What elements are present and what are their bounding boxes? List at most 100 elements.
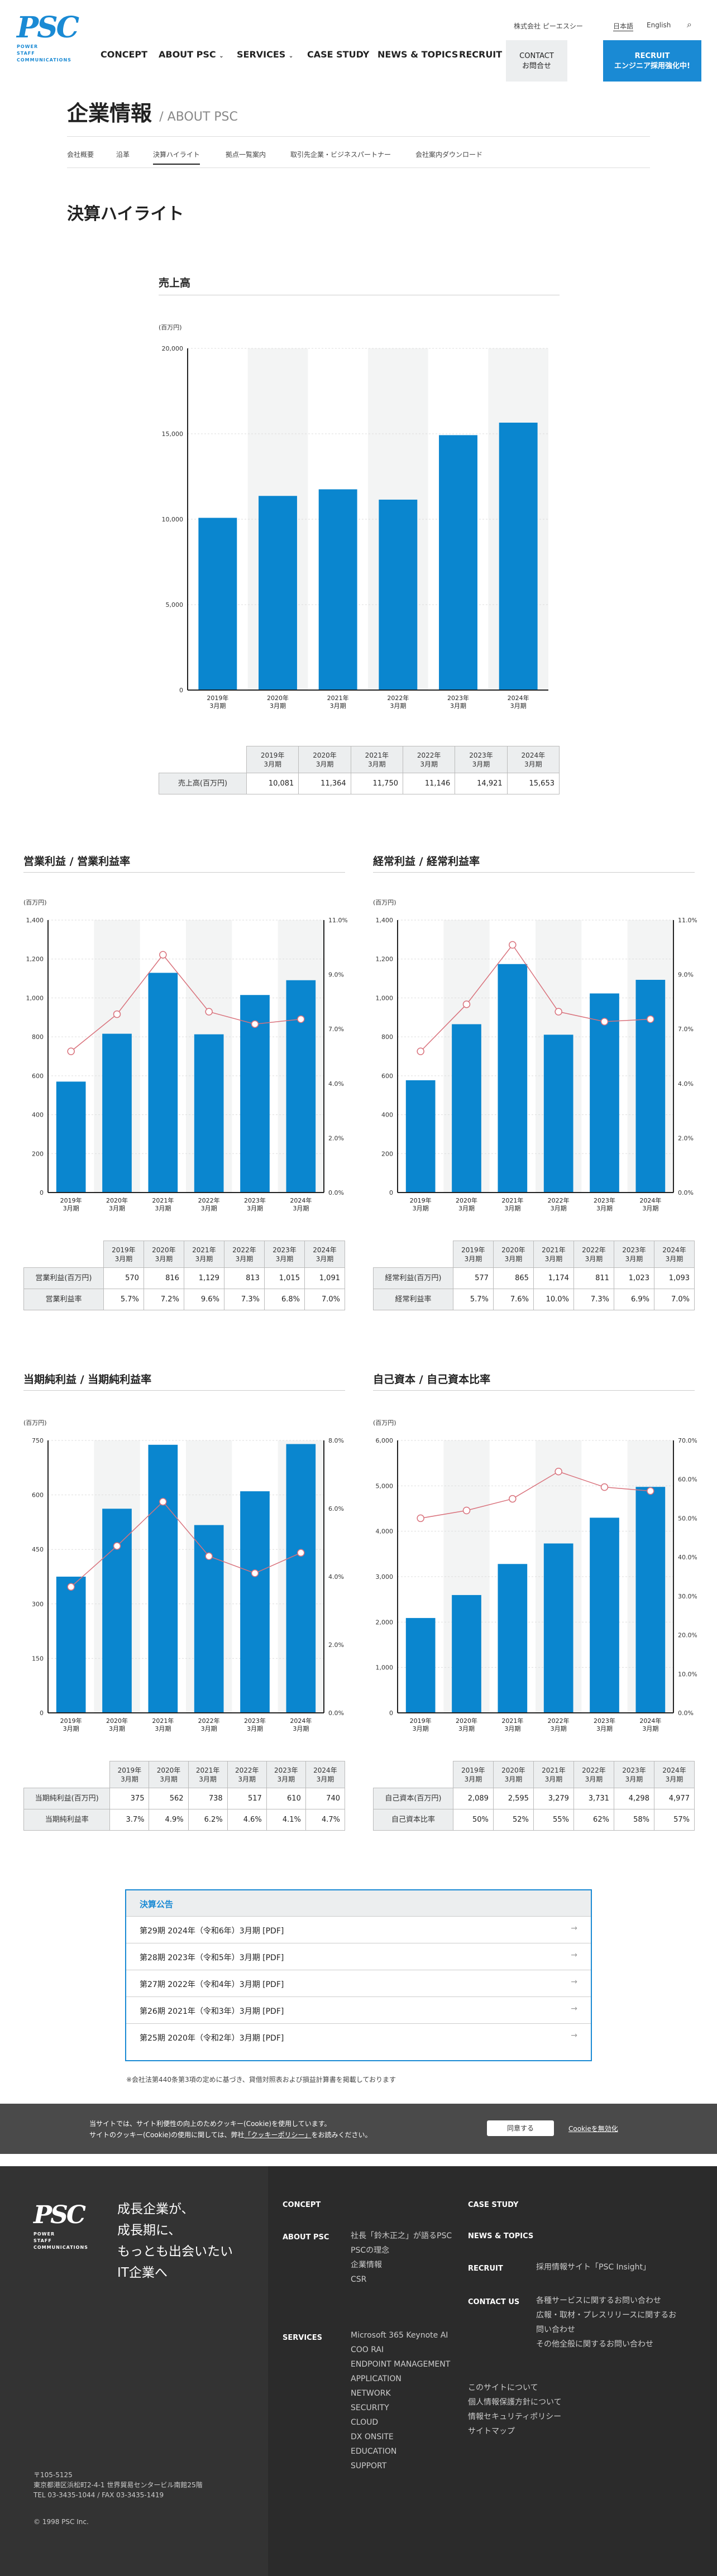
nav-recruit[interactable]: RECRUIT: [459, 49, 503, 60]
nav-concept[interactable]: CONCEPT: [101, 49, 148, 60]
y-tick-label: 400: [32, 1112, 44, 1119]
contact-button[interactable]: CONTACT お問合せ: [506, 40, 567, 82]
site-header: PSC POWER STAFF COMMUNICATIONS 株式会社 ピーエス…: [0, 0, 717, 98]
nav-about[interactable]: ABOUT PSC ⌄: [159, 49, 224, 60]
footer-contact[interactable]: CONTACT US: [468, 2298, 520, 2306]
x-tick-label: 3月期: [247, 1725, 263, 1732]
notice-item[interactable]: 第25期 2020年（令和2年）3月期 [PDF] →: [126, 2023, 591, 2050]
x-tick-label: 2019年: [410, 1196, 432, 1204]
table-cell: 7.6%: [493, 1289, 534, 1310]
table-row: 当期純利益(百万円) 375 562 738 517 610 740: [23, 1788, 346, 1809]
notice-item[interactable]: 第26期 2021年（令和3年）3月期 [PDF] →: [126, 1996, 591, 2023]
table-corner: [23, 1761, 111, 1788]
tab-4[interactable]: 取引先企業・ビジネスパートナー: [290, 151, 391, 159]
x-tick-label: 3月期: [413, 1725, 429, 1732]
op-unit: (百万円): [23, 899, 47, 906]
table-cell: 4.7%: [305, 1809, 346, 1831]
footer-services[interactable]: SERVICES: [283, 2334, 322, 2342]
tab-5[interactable]: 会社案内ダウンロード: [415, 151, 483, 159]
nav-services[interactable]: SERVICES ⌄: [237, 49, 294, 60]
tab-2[interactable]: 決算ハイライト: [153, 150, 200, 165]
tab-1[interactable]: 沿革: [116, 151, 130, 159]
footer-link[interactable]: 社長「鈴木正之」が語るPSC: [351, 2232, 452, 2240]
footer-concept[interactable]: CONCEPT: [283, 2201, 321, 2209]
footer-link[interactable]: Microsoft 365 Keynote AI: [351, 2331, 448, 2340]
footer-link[interactable]: このサイトについて: [468, 2383, 538, 2392]
divider: [23, 1390, 345, 1391]
year-header: 2024年 3月期: [506, 746, 560, 773]
footer-case[interactable]: CASE STUDY: [468, 2201, 519, 2209]
footer-link[interactable]: ENDPOINT MANAGEMENT: [351, 2360, 451, 2369]
bar: [543, 1035, 573, 1193]
footer-link[interactable]: CLOUD: [351, 2418, 379, 2427]
table-cell: 740: [305, 1788, 346, 1809]
table-cell: 7.3%: [223, 1289, 265, 1310]
year-header: 2022年 3月期: [402, 746, 456, 773]
table-cell: 6.9%: [613, 1289, 654, 1310]
eq-title: 自己資本 / 自己資本比率: [373, 1373, 491, 1386]
x-tick-label: 3月期: [510, 702, 527, 710]
cookie-agree-button[interactable]: 同意する: [487, 2120, 554, 2136]
notice-item[interactable]: 第28期 2023年（令和5年）3月期 [PDF] →: [126, 1943, 591, 1970]
company-name[interactable]: 株式会社 ピーエスシー: [514, 22, 583, 30]
search-icon[interactable]: ⌕: [687, 19, 692, 30]
y2-tick-label: 9.0%: [328, 971, 344, 979]
lang-ja[interactable]: 日本語: [613, 22, 634, 31]
bar: [240, 995, 270, 1193]
footer-link[interactable]: サイトマップ: [468, 2427, 515, 2436]
footer-link[interactable]: DX ONSITE: [351, 2433, 394, 2441]
y2-tick-label: 4.0%: [328, 1080, 344, 1088]
footer-link[interactable]: PSCの理念: [351, 2246, 390, 2255]
table-cell: 517: [227, 1788, 267, 1809]
notice-item[interactable]: 第27期 2022年（令和4年）3月期 [PDF] →: [126, 1970, 591, 1996]
footer-link[interactable]: CSR: [351, 2275, 367, 2284]
y-tick-label: 20,000: [162, 345, 184, 352]
x-tick-label: 2021年: [152, 1196, 174, 1204]
footer-link[interactable]: 個人情報保護方針について: [468, 2398, 562, 2407]
y2-tick-label: 4.0%: [678, 1080, 694, 1088]
nav-case-study[interactable]: CASE STUDY: [307, 49, 370, 60]
ratio-point: [67, 1583, 75, 1591]
year-header: 2019年 3月期: [109, 1761, 150, 1788]
footer-link[interactable]: SUPPORT: [351, 2462, 387, 2470]
table-cell: 4.1%: [266, 1809, 306, 1831]
footer-news[interactable]: NEWS & TOPICS: [468, 2232, 534, 2240]
footer-logo[interactable]: PSC POWER STAFF COMMUNICATIONS: [34, 2201, 88, 2250]
tab-0[interactable]: 会社概要: [67, 151, 94, 159]
table-cell: 816: [143, 1267, 184, 1289]
year-header: 2020年 3月期: [143, 1241, 184, 1268]
footer-link[interactable]: 企業情報: [351, 2261, 382, 2269]
footer-recruit[interactable]: RECRUIT: [468, 2264, 503, 2273]
y-tick-label: 1,000: [376, 994, 394, 1002]
cookie-policy-link[interactable]: 「クッキーポリシー」: [244, 2131, 312, 2139]
ratio-point: [600, 1018, 609, 1026]
footer-recruit-link[interactable]: 採用情報サイト「PSC Insight」: [536, 2263, 651, 2272]
bar: [498, 1564, 528, 1713]
table-cell: 50%: [452, 1809, 494, 1831]
y-tick-label: 0: [389, 1710, 393, 1717]
ord-unit: (百万円): [373, 899, 396, 906]
footer-link[interactable]: APPLICATION: [351, 2374, 401, 2383]
lang-en[interactable]: English: [647, 21, 671, 29]
footer-link[interactable]: SECURITY: [351, 2403, 389, 2412]
footer-link[interactable]: EDUCATION: [351, 2447, 397, 2456]
psc-logo[interactable]: PSC POWER STAFF COMMUNICATIONS: [17, 12, 79, 64]
logo-sub: POWER: [17, 44, 39, 49]
recruit-button[interactable]: RECRUIT エンジニア採用強化中!: [603, 40, 701, 82]
x-tick-label: 3月期: [201, 1725, 217, 1732]
footer-link[interactable]: 各種サービスに関するお問い合わせ: [536, 2296, 661, 2305]
footer-link[interactable]: COO RAI: [351, 2345, 384, 2354]
ratio-line: [70, 1501, 302, 1587]
footer-about[interactable]: ABOUT PSC: [283, 2233, 329, 2242]
cookie-disable-link[interactable]: Cookieを無効化: [568, 2125, 618, 2133]
row-label: 経常利益率: [373, 1289, 453, 1310]
ratio-point: [251, 1020, 259, 1028]
footer-link[interactable]: 広報・取材・プレスリリースに関するお問い合わせ: [536, 2311, 677, 2334]
notice-item[interactable]: 第29期 2024年（令和6年）3月期 [PDF] →: [126, 1916, 591, 1943]
footer-link[interactable]: その他全般に関するお問い合わせ: [536, 2340, 653, 2349]
tab-3[interactable]: 拠点一覧案内: [226, 151, 266, 159]
footer-link[interactable]: NETWORK: [351, 2389, 391, 2398]
y2-tick-label: 0.0%: [678, 1189, 694, 1196]
nav-news[interactable]: NEWS & TOPICS: [377, 49, 458, 60]
footer-link[interactable]: 情報セキュリティポリシー: [468, 2412, 562, 2421]
